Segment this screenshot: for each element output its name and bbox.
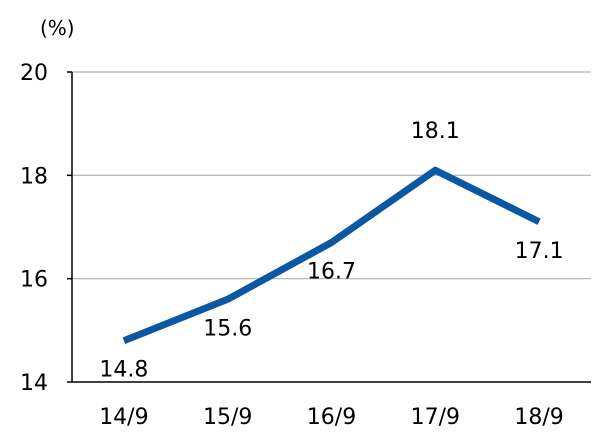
- gridlines: [72, 71, 591, 280]
- x-tick-label-18-9: 18/9: [514, 405, 563, 430]
- y-tick-labels: 14 16 18 20: [20, 61, 48, 396]
- series-line: [122, 166, 541, 344]
- data-label-14-9: 14.8: [99, 358, 148, 383]
- x-tick-label-14-9: 14/9: [99, 405, 148, 430]
- x-tick-label-15-9: 15/9: [203, 405, 252, 430]
- y-tick-label-14: 14: [20, 371, 48, 396]
- y-tick-label-20: 20: [20, 61, 48, 86]
- data-label-15-9: 15.6: [203, 316, 252, 341]
- data-label-17-9: 18.1: [411, 119, 460, 144]
- x-tick-labels: 14/9 15/9 16/9 17/9 18/9: [99, 405, 564, 430]
- data-labels: 14.8 15.6 16.7 18.1 17.1: [99, 119, 564, 383]
- y-tick-label-18: 18: [20, 164, 48, 189]
- x-tick-label-17-9: 17/9: [411, 405, 460, 430]
- data-label-16-9: 16.7: [307, 260, 356, 285]
- data-label-18-9: 17.1: [515, 239, 564, 264]
- y-tick-label-16: 16: [20, 268, 48, 293]
- y-axis-unit-label: (%): [40, 16, 75, 40]
- x-tick-label-16-9: 16/9: [307, 405, 356, 430]
- series: [122, 166, 541, 344]
- axes: [67, 71, 591, 383]
